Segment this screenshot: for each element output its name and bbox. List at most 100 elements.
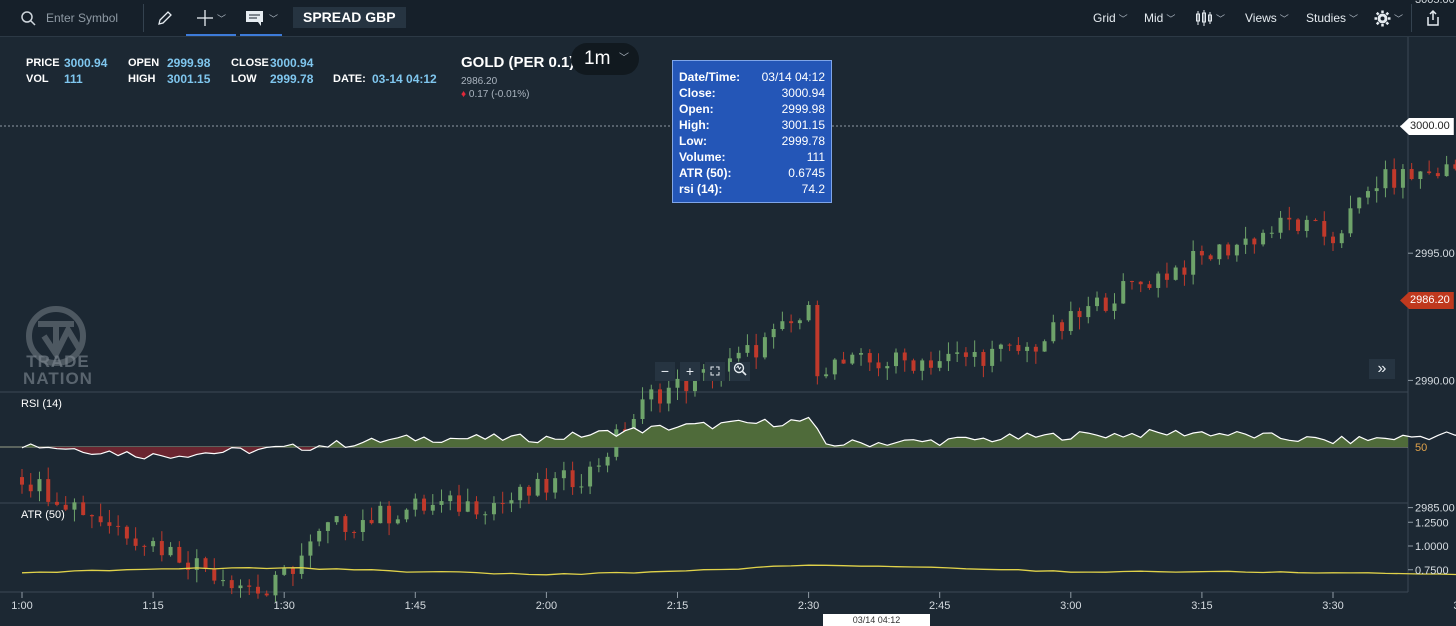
candle: [168, 546, 173, 556]
candle: [107, 522, 112, 526]
candle: [701, 369, 706, 373]
last-price-tag: 2986.20: [1400, 292, 1454, 309]
tooltip-key: Close:: [679, 86, 716, 100]
candle: [1427, 171, 1432, 174]
studies-menu[interactable]: Studies ﹀: [1306, 0, 1358, 36]
candle: [1400, 169, 1405, 188]
candle: [430, 504, 435, 511]
candle: [1296, 219, 1301, 231]
zoom-reset-button[interactable]: [730, 362, 750, 381]
logo-line2: NATION: [23, 369, 93, 388]
candle: [290, 567, 295, 574]
chevron-down-icon: ﹀: [1394, 13, 1404, 24]
candle: [81, 502, 86, 516]
candle: [1129, 281, 1134, 283]
candle: [824, 374, 829, 377]
chart-type-menu[interactable]: ﹀: [1195, 0, 1225, 36]
candle: [98, 516, 103, 523]
gear-icon: [1374, 10, 1391, 26]
candle: [1086, 306, 1091, 318]
tooltip-row: rsi (14): 74.2: [679, 181, 825, 197]
tooltip-key: rsi (14):: [679, 182, 723, 196]
chevron-down-icon: ﹀: [1349, 13, 1359, 24]
candle: [1322, 221, 1327, 237]
candle: [526, 486, 531, 496]
vol-label: VOL: [26, 73, 49, 85]
candle: [203, 558, 208, 569]
zoom-out-button[interactable]: −: [655, 362, 675, 381]
tooltip-row: Open: 2999.98: [679, 101, 825, 117]
symbol-badge[interactable]: SPREAD GBP: [293, 7, 406, 28]
candle: [247, 585, 252, 587]
pencil-icon: [158, 11, 172, 25]
date-value: 03-14 04:12: [372, 72, 437, 86]
candle: [151, 541, 156, 547]
candle: [1103, 297, 1108, 311]
down-arrow-icon: ♦: [461, 89, 467, 100]
candle: [1051, 322, 1056, 342]
annotation-button[interactable]: ﹀: [240, 0, 282, 36]
candle: [299, 555, 304, 574]
high-label: HIGH: [128, 73, 156, 85]
crosshair-date-label: 03/14 04:12: [823, 614, 930, 626]
candle: [1261, 232, 1266, 245]
candle: [815, 304, 820, 377]
price-tick-label: 2995.00: [1415, 248, 1455, 260]
candle: [20, 477, 24, 485]
trade-nation-logo: [26, 306, 86, 366]
candle: [1147, 284, 1152, 288]
export-button[interactable]: [1424, 0, 1442, 36]
candle: [116, 525, 121, 527]
candle: [1208, 255, 1213, 260]
tooltip-key: ATR (50):: [679, 166, 732, 180]
symbol-search[interactable]: Enter Symbol: [20, 0, 118, 36]
candle: [474, 501, 479, 515]
candle: [990, 348, 995, 366]
share-icon: [1427, 9, 1439, 26]
views-menu[interactable]: Views ﹀: [1245, 0, 1289, 36]
candle: [1453, 164, 1456, 169]
candle: [1304, 219, 1309, 231]
chevron-down-icon: ﹀: [619, 53, 629, 64]
candle: [1025, 346, 1030, 351]
change-value: 0.17 (-0.01%): [468, 89, 530, 100]
vol-value: 111: [64, 72, 83, 86]
candle: [1357, 197, 1362, 209]
tooltip-value: 0.6745: [788, 166, 825, 180]
candle: [535, 478, 540, 496]
candle: [439, 501, 444, 505]
candle: [1156, 273, 1161, 288]
scroll-to-end-button[interactable]: »: [1369, 359, 1395, 379]
candle: [518, 486, 523, 501]
grid-menu[interactable]: Grid ﹀: [1093, 0, 1128, 36]
candle: [334, 516, 339, 523]
crosshair-button[interactable]: ﹀: [186, 0, 236, 36]
open-value: 2999.98: [167, 56, 211, 70]
mid-menu[interactable]: Mid ﹀: [1144, 0, 1175, 36]
draw-button[interactable]: [156, 0, 174, 36]
candle: [1269, 232, 1274, 234]
tooltip-value: 2999.78: [781, 134, 825, 148]
candle: [684, 378, 689, 392]
candle: [483, 514, 488, 516]
zoom-in-button[interactable]: +: [680, 362, 700, 381]
candle: [264, 593, 269, 596]
double-chevron-right-icon: »: [1377, 360, 1387, 377]
candle: [754, 345, 759, 358]
settings-button[interactable]: ﹀: [1374, 0, 1403, 36]
tooltip-key: Low:: [679, 134, 707, 148]
fullscreen-button[interactable]: [705, 362, 725, 381]
candle: [955, 352, 960, 354]
candle: [946, 353, 951, 362]
candle: [911, 360, 916, 371]
candle: [692, 372, 697, 392]
candle: [308, 541, 313, 556]
candle: [928, 360, 933, 368]
candle: [1199, 250, 1204, 256]
search-input[interactable]: Enter Symbol: [46, 11, 119, 25]
tooltip-row: High: 3001.15: [679, 117, 825, 133]
interval-selector[interactable]: 1m ﹀: [571, 43, 639, 75]
candle: [369, 520, 374, 524]
candle: [1234, 244, 1239, 256]
time-tick-label: 3:00: [1060, 600, 1081, 612]
